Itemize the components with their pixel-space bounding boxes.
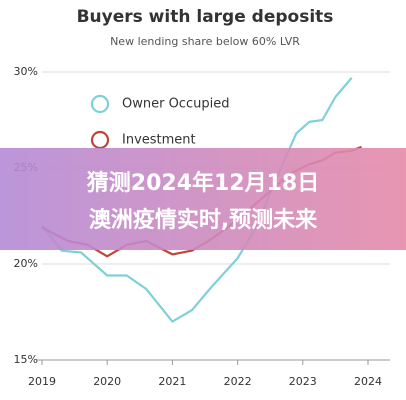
overlay-banner	[0, 148, 406, 250]
x-tick-label: 2023	[289, 375, 317, 388]
x-tick-label: 2024	[354, 375, 382, 388]
y-tick-label: 30%	[14, 65, 38, 78]
y-tick-label: 15%	[14, 353, 38, 366]
chart-title: Buyers with large deposits	[77, 7, 334, 27]
overlay-text: 澳洲疫情实时,预测未来	[89, 207, 318, 233]
legend-label: Owner Occupied	[122, 97, 229, 112]
series-line	[41, 77, 353, 323]
legend: Owner Occupied Investment	[90, 94, 229, 150]
x-tick-label: 2020	[93, 375, 121, 388]
legend-marker	[90, 94, 110, 114]
legend-label: Investment	[122, 133, 196, 148]
x-tick-label: 2022	[224, 375, 252, 388]
overlay-text: 猜测2024年12月18日	[86, 170, 319, 196]
chart-subtitle: New lending share below 60% LVR	[110, 35, 300, 48]
y-tick-label: 20%	[14, 257, 38, 270]
x-tick-label: 2021	[158, 375, 186, 388]
x-tick-label: 2019	[28, 375, 56, 388]
